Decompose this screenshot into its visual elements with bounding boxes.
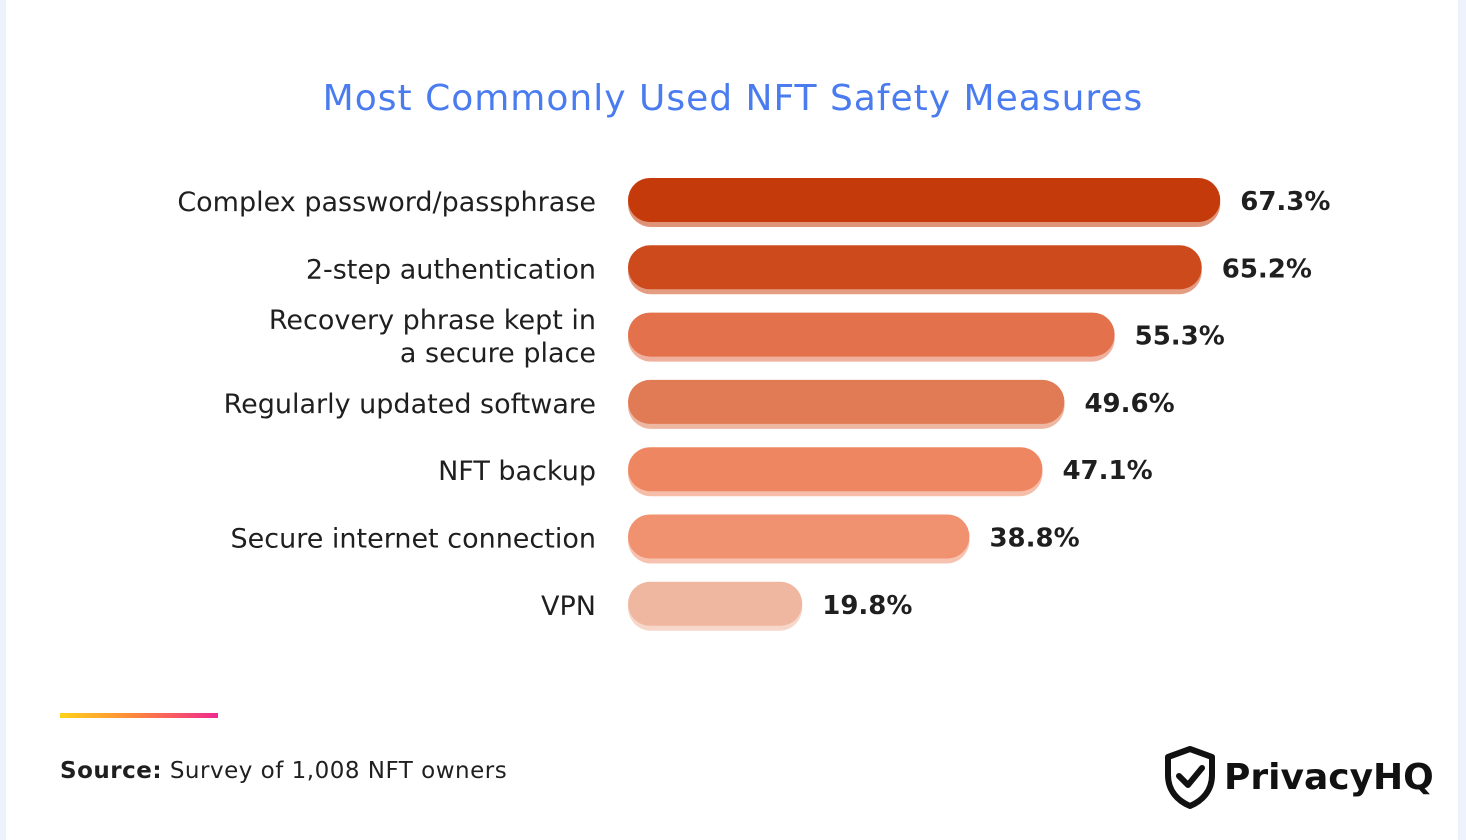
source-prefix: Source: (60, 758, 163, 784)
value-label: 67.3% (1240, 187, 1330, 217)
shield-check-icon (1165, 746, 1215, 809)
category-label: Secure internet connection (230, 524, 596, 555)
bar-group: Regularly updated software 49.6% (224, 379, 1175, 429)
category-label: Regularly updated software (224, 389, 596, 420)
source-note: Source: Survey of 1,008 NFT owners (60, 758, 507, 784)
value-label: 65.2% (1222, 254, 1312, 284)
brand-logo[interactable]: PrivacyHQ (1162, 745, 1434, 809)
bar (628, 312, 1115, 357)
category-label: a secure place (400, 338, 596, 369)
bar (628, 379, 1065, 424)
chart-title: Most Commonly Used NFT Safety Measures (322, 78, 1144, 119)
value-label: 47.1% (1062, 456, 1152, 486)
bar (628, 514, 970, 559)
brand-name: PrivacyHQ (1224, 756, 1434, 798)
bar-chart: Complex password/passphrase 67.3% 2-step a… (177, 178, 1330, 631)
bar (628, 178, 1221, 222)
bar-group: Secure internet connection 38.8% (230, 514, 1080, 564)
value-label: 49.6% (1084, 389, 1174, 419)
bar (628, 245, 1202, 290)
bar (628, 447, 1043, 492)
bar-group: Recovery phrase kept ina secure place 55.… (269, 305, 1225, 369)
source-text: Survey of 1,008 NFT owners (169, 758, 508, 784)
bar-group: NFT backup 47.1% (438, 447, 1153, 497)
accent-line (60, 713, 218, 718)
bar-group: 2-step authentication 65.2% (306, 245, 1312, 295)
value-label: 38.8% (989, 524, 1079, 554)
category-label: NFT backup (438, 456, 596, 487)
bar-group: Complex password/passphrase 67.3% (177, 178, 1330, 227)
category-label: VPN (541, 591, 596, 622)
bar (628, 581, 803, 626)
category-label: 2-step authentication (306, 254, 596, 285)
value-label: 19.8% (822, 591, 912, 621)
category-label: Complex password/passphrase (177, 187, 596, 218)
category-label: Recovery phrase kept in (269, 305, 596, 336)
bar-group: VPN 19.8% (541, 581, 912, 631)
value-label: 55.3% (1135, 322, 1225, 352)
